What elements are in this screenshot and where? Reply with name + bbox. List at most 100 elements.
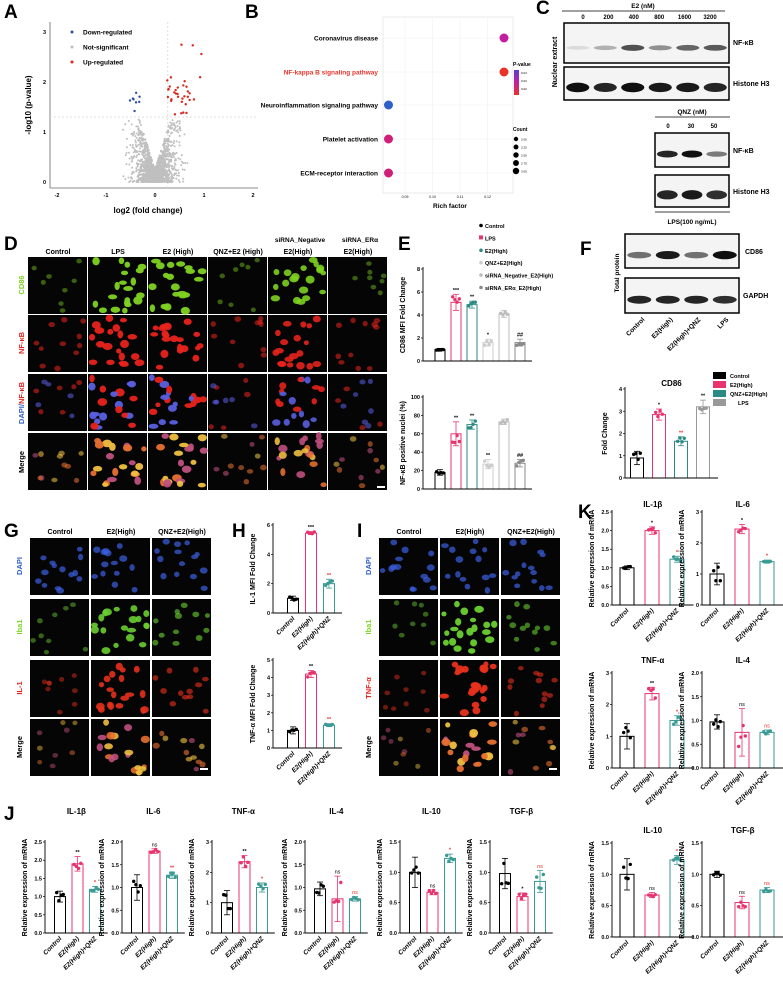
cell — [219, 273, 226, 279]
cell — [275, 329, 281, 337]
data-point — [134, 150, 137, 153]
cell — [296, 298, 306, 305]
column-header: E2(High) — [107, 529, 136, 536]
data-point — [178, 144, 181, 147]
cell — [445, 722, 451, 728]
cell — [233, 267, 239, 273]
significance-marker: ns — [764, 881, 770, 887]
x-tick-label: Control — [609, 607, 630, 628]
data-point — [174, 126, 177, 129]
cell — [199, 567, 208, 574]
image-tile — [30, 538, 89, 595]
pathway-label: Neuroinflammation signaling pathway — [261, 103, 379, 110]
significance-marker: * — [94, 880, 97, 886]
cell — [539, 703, 545, 709]
blot-band — [621, 44, 645, 51]
cell — [104, 743, 113, 750]
blot-band — [648, 45, 672, 51]
column-header: E2(High) — [344, 249, 373, 256]
data-point — [636, 457, 640, 462]
data-point — [166, 137, 169, 140]
cell — [514, 601, 520, 608]
data-point — [186, 162, 189, 165]
cell — [359, 425, 366, 431]
data-point — [167, 155, 170, 158]
data-point — [682, 436, 686, 440]
image-tile — [148, 433, 208, 490]
cell — [415, 763, 421, 769]
data-point — [168, 148, 171, 151]
column-header: E2 (High) — [163, 249, 194, 256]
cell — [116, 348, 122, 354]
x-axis-label: Rich factor — [433, 203, 467, 210]
bar — [450, 301, 462, 362]
cell — [447, 749, 454, 756]
cell — [128, 615, 138, 624]
data-point — [176, 125, 179, 128]
image-tile — [268, 257, 327, 314]
cell — [90, 622, 98, 628]
blot-band — [627, 251, 652, 259]
cell — [280, 339, 289, 346]
data-point — [628, 736, 632, 740]
legend-label: 3.00 — [521, 170, 527, 174]
cell — [239, 262, 245, 268]
bar — [498, 421, 510, 490]
data-point — [138, 136, 141, 139]
cell — [513, 710, 519, 717]
cell — [506, 615, 512, 620]
cell — [96, 743, 104, 752]
cell — [254, 453, 261, 459]
cell — [488, 573, 497, 579]
data-point — [142, 151, 145, 154]
bar-chart-F — [623, 387, 718, 479]
y-axis-label: Relative expression of mRNA — [189, 839, 196, 937]
lane-label: 1600 — [678, 15, 692, 21]
pathway-dot — [384, 100, 393, 110]
data-point — [503, 310, 507, 314]
cell — [411, 601, 418, 607]
blot-band — [703, 82, 727, 93]
cell — [286, 362, 294, 368]
data-point — [336, 899, 341, 904]
legend-label: 0.04 — [521, 71, 527, 75]
data-point — [150, 180, 153, 183]
cell — [507, 768, 514, 775]
data-point — [161, 144, 164, 147]
data-point — [487, 342, 491, 347]
cell — [160, 687, 167, 694]
x-tick-label: 1 — [202, 193, 205, 199]
y-tick-label: 1.0 — [111, 886, 119, 892]
cell — [314, 438, 324, 444]
cell — [296, 471, 306, 479]
cell — [90, 422, 99, 430]
data-point — [172, 122, 175, 125]
cell — [373, 324, 380, 330]
cell — [429, 585, 437, 591]
cell — [502, 569, 510, 576]
cell — [77, 342, 83, 349]
data-point — [139, 141, 142, 144]
data-point — [457, 297, 461, 301]
cell — [49, 560, 56, 566]
data-point — [169, 132, 172, 135]
cell — [362, 320, 368, 327]
cell — [310, 417, 317, 423]
data-point — [712, 569, 716, 573]
data-point — [676, 856, 680, 860]
data-point — [76, 866, 81, 871]
data-point — [144, 145, 147, 148]
cell — [160, 394, 170, 400]
data-point — [737, 904, 741, 909]
y-tick-label: 1.5 — [294, 863, 302, 869]
data-point — [146, 170, 149, 173]
image-tile — [268, 374, 327, 431]
chart-title: IL-6 — [146, 807, 161, 816]
cell — [109, 442, 116, 451]
cell — [166, 667, 173, 674]
data-point — [131, 134, 134, 137]
data-point — [356, 898, 360, 902]
x-tick-label: 0.12 — [484, 195, 491, 199]
x-tick-label: E2(High)+QNZ — [296, 750, 333, 787]
